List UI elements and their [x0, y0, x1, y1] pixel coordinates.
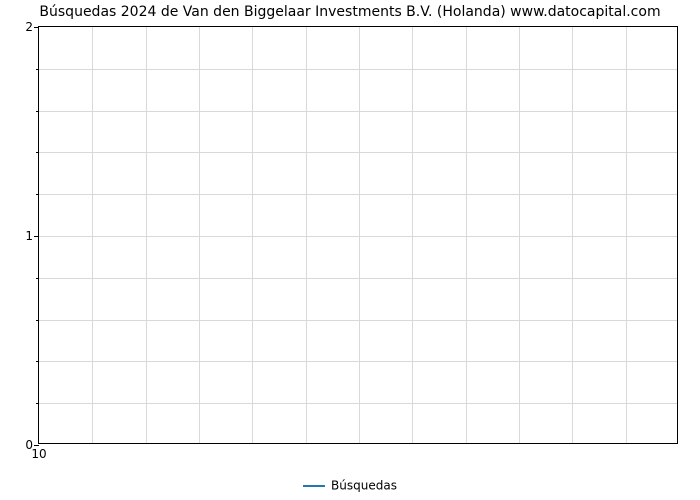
gridline-horizontal	[39, 320, 677, 321]
gridline-vertical	[199, 27, 200, 443]
gridline-horizontal	[39, 194, 677, 195]
ytick-minor-mark	[36, 111, 39, 112]
gridline-horizontal	[39, 361, 677, 362]
ytick-label: 1	[25, 229, 39, 243]
gridline-vertical	[626, 27, 627, 443]
gridline-vertical	[466, 27, 467, 443]
gridline-horizontal	[39, 152, 677, 153]
chart-container: Búsquedas 2024 de Van den Biggelaar Inve…	[0, 0, 700, 500]
legend: Búsquedas	[0, 478, 700, 493]
ytick-minor-mark	[36, 278, 39, 279]
ytick-minor-mark	[36, 403, 39, 404]
gridline-vertical	[306, 27, 307, 443]
gridline-vertical	[252, 27, 253, 443]
ytick-minor-mark	[36, 361, 39, 362]
legend-swatch-icon	[303, 485, 325, 487]
gridline-vertical	[519, 27, 520, 443]
gridline-vertical	[92, 27, 93, 443]
ytick-minor-mark	[36, 194, 39, 195]
gridline-horizontal	[39, 236, 677, 237]
ytick-minor-mark	[36, 152, 39, 153]
ytick-minor-mark	[36, 69, 39, 70]
ytick-minor-mark	[36, 320, 39, 321]
legend-label: Búsquedas	[331, 479, 397, 493]
chart-title: Búsquedas 2024 de Van den Biggelaar Inve…	[0, 4, 700, 20]
gridline-vertical	[412, 27, 413, 443]
gridline-horizontal	[39, 69, 677, 70]
ytick-label: 2	[25, 20, 39, 34]
gridline-vertical	[572, 27, 573, 443]
gridline-horizontal	[39, 111, 677, 112]
gridline-vertical	[146, 27, 147, 443]
plot-area: 01210	[38, 26, 678, 444]
gridline-horizontal	[39, 403, 677, 404]
gridline-vertical	[359, 27, 360, 443]
xtick-label: 10	[31, 443, 46, 461]
gridline-horizontal	[39, 278, 677, 279]
